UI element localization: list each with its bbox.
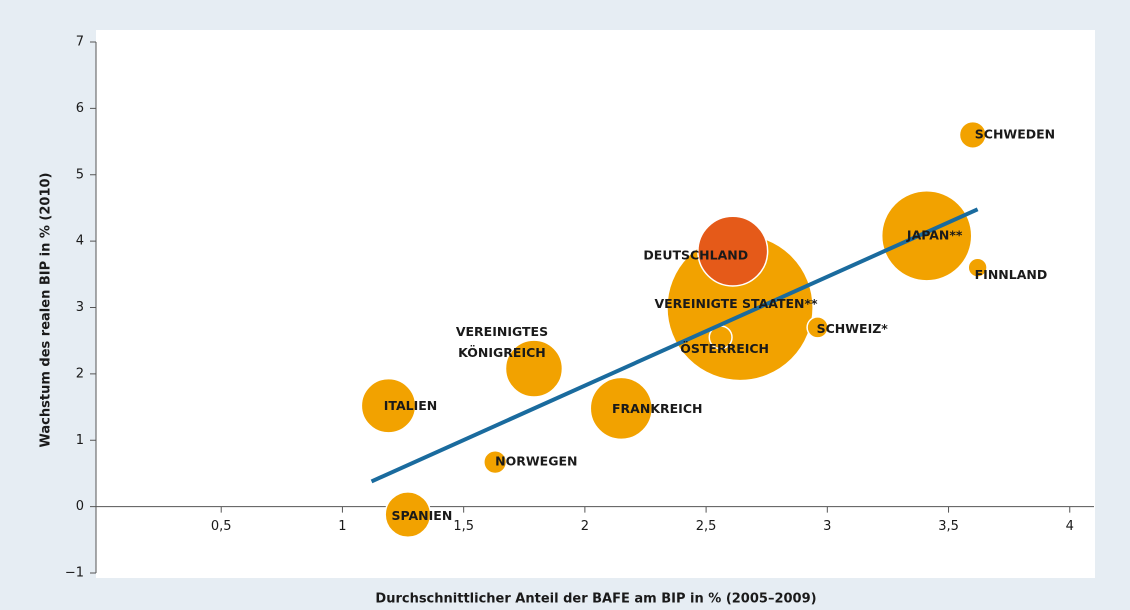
x-tick-label: 0,5 bbox=[211, 519, 232, 534]
trend-line bbox=[370, 207, 979, 484]
y-tick-label: 1 bbox=[76, 433, 84, 448]
y-tick-label: 3 bbox=[76, 300, 84, 315]
y-axis-label: Wachstum des realen BIP in % (2010) bbox=[39, 173, 54, 448]
x-axis-label: Durchschnittlicher Anteil der BAFE am BI… bbox=[375, 592, 816, 607]
x-tick-label: 1,5 bbox=[453, 519, 474, 534]
bubble bbox=[806, 316, 829, 339]
bubble-label: VEREINIGTE STAATEN** bbox=[654, 296, 818, 311]
bubble-label: DEUTSCHLAND bbox=[643, 248, 748, 263]
bubble bbox=[589, 376, 653, 441]
y-tick-label: 2 bbox=[76, 366, 84, 381]
x-tick-label: 3,5 bbox=[938, 519, 959, 534]
bubble-label: SCHWEDEN bbox=[975, 126, 1055, 141]
bubble-label: FINNLAND bbox=[975, 267, 1048, 282]
bubble bbox=[880, 190, 973, 282]
x-tick-label: 4 bbox=[1066, 519, 1074, 534]
bubble-label: ITALIEN bbox=[384, 398, 438, 413]
bubble-label: NORWEGEN bbox=[495, 454, 577, 469]
plot-area bbox=[96, 30, 1095, 578]
x-tick-label: 2 bbox=[581, 519, 589, 534]
y-tick-label: 5 bbox=[76, 167, 84, 182]
bubble bbox=[483, 450, 508, 475]
y-tick-label: −1 bbox=[65, 566, 84, 581]
y-tick-label: 0 bbox=[76, 499, 84, 514]
x-tick-label: 1 bbox=[338, 519, 346, 534]
bubble bbox=[967, 257, 988, 278]
bubble-label: VEREINIGTES bbox=[456, 324, 548, 339]
x-tick-label: 2,5 bbox=[696, 519, 717, 534]
bubble-label: ÖSTERREICH bbox=[680, 341, 769, 356]
bubble bbox=[697, 215, 769, 287]
bubble-label: FRANKREICH bbox=[612, 401, 702, 416]
bubble-label: SPANIEN bbox=[391, 508, 452, 523]
bubble bbox=[384, 491, 432, 539]
bubble-label: JAPAN** bbox=[906, 227, 963, 242]
y-tick-label: 7 bbox=[76, 35, 84, 50]
bubble-label: KÖNIGREICH bbox=[458, 345, 546, 360]
bubble bbox=[958, 120, 987, 149]
y-tick-label: 4 bbox=[76, 234, 84, 249]
x-tick-label: 3 bbox=[823, 519, 831, 534]
bubble bbox=[360, 377, 417, 434]
bubble-label: SCHWEIZ* bbox=[817, 321, 889, 336]
bubble bbox=[504, 339, 564, 398]
y-tick-label: 6 bbox=[76, 101, 84, 116]
